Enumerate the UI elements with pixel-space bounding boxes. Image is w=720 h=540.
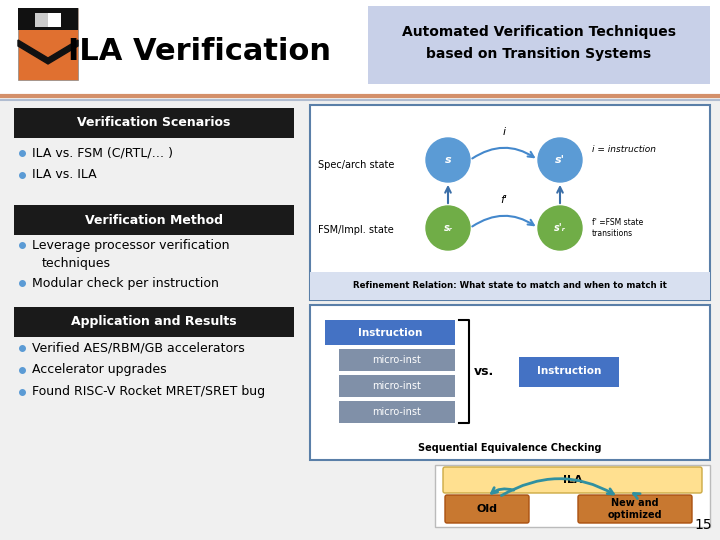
- Text: Old: Old: [477, 504, 498, 514]
- FancyBboxPatch shape: [339, 375, 455, 397]
- Text: sᵣ: sᵣ: [444, 223, 452, 233]
- Text: Automated Verification Techniques: Automated Verification Techniques: [402, 25, 676, 39]
- Text: f': f': [500, 195, 508, 205]
- Text: ILA vs. FSM (C/RTL/… ): ILA vs. FSM (C/RTL/… ): [32, 146, 173, 159]
- FancyBboxPatch shape: [339, 401, 455, 423]
- Text: micro-inst: micro-inst: [372, 355, 421, 365]
- Text: ILA Verification: ILA Verification: [68, 37, 331, 66]
- Circle shape: [538, 138, 582, 182]
- Circle shape: [538, 206, 582, 250]
- Circle shape: [426, 138, 470, 182]
- FancyBboxPatch shape: [325, 320, 455, 345]
- Text: s: s: [445, 155, 451, 165]
- Text: New and
optimized: New and optimized: [608, 498, 662, 520]
- Text: Instruction: Instruction: [358, 327, 422, 338]
- Text: ILA: ILA: [563, 475, 582, 485]
- FancyBboxPatch shape: [14, 205, 294, 235]
- Text: Accelerator upgrades: Accelerator upgrades: [32, 363, 166, 376]
- FancyBboxPatch shape: [435, 465, 710, 527]
- FancyBboxPatch shape: [35, 13, 48, 27]
- FancyBboxPatch shape: [519, 356, 619, 387]
- FancyBboxPatch shape: [14, 108, 294, 138]
- FancyBboxPatch shape: [35, 13, 61, 27]
- Text: s': s': [555, 155, 565, 165]
- Text: Verification Method: Verification Method: [85, 213, 223, 226]
- Text: 15: 15: [694, 518, 712, 532]
- FancyBboxPatch shape: [443, 467, 702, 493]
- Text: Verified AES/RBM/GB accelerators: Verified AES/RBM/GB accelerators: [32, 341, 245, 354]
- Text: Refinement Relation: What state to match and when to match it: Refinement Relation: What state to match…: [353, 281, 667, 291]
- Text: techniques: techniques: [42, 256, 111, 269]
- Circle shape: [426, 206, 470, 250]
- FancyBboxPatch shape: [578, 495, 692, 523]
- Text: based on Transition Systems: based on Transition Systems: [426, 47, 652, 61]
- Text: Found RISC-V Rocket MRET/SRET bug: Found RISC-V Rocket MRET/SRET bug: [32, 386, 265, 399]
- Text: vs.: vs.: [474, 365, 494, 378]
- FancyBboxPatch shape: [310, 105, 710, 300]
- Text: Modular check per instruction: Modular check per instruction: [32, 276, 219, 289]
- Text: s'ᵣ: s'ᵣ: [554, 223, 566, 233]
- Text: i: i: [503, 127, 505, 137]
- Text: Instruction: Instruction: [537, 367, 601, 376]
- Text: Leverage processor verification: Leverage processor verification: [32, 239, 230, 252]
- Text: FSM/Impl. state: FSM/Impl. state: [318, 225, 394, 235]
- FancyBboxPatch shape: [18, 8, 78, 80]
- Text: micro-inst: micro-inst: [372, 407, 421, 417]
- Text: Sequential Equivalence Checking: Sequential Equivalence Checking: [418, 443, 602, 453]
- Text: i = instruction: i = instruction: [592, 145, 656, 154]
- FancyBboxPatch shape: [18, 8, 78, 30]
- Polygon shape: [18, 40, 78, 64]
- FancyBboxPatch shape: [368, 6, 710, 84]
- Text: micro-inst: micro-inst: [372, 381, 421, 391]
- FancyBboxPatch shape: [14, 307, 294, 337]
- Text: Verification Scenarios: Verification Scenarios: [77, 117, 230, 130]
- Text: Application and Results: Application and Results: [71, 315, 237, 328]
- FancyBboxPatch shape: [310, 272, 710, 300]
- FancyBboxPatch shape: [0, 0, 720, 95]
- Text: ILA vs. ILA: ILA vs. ILA: [32, 168, 96, 181]
- FancyBboxPatch shape: [445, 495, 529, 523]
- Text: f' =FSM state
transitions: f' =FSM state transitions: [592, 218, 643, 238]
- FancyBboxPatch shape: [310, 305, 710, 460]
- Text: Spec/arch state: Spec/arch state: [318, 160, 395, 170]
- FancyBboxPatch shape: [339, 349, 455, 371]
